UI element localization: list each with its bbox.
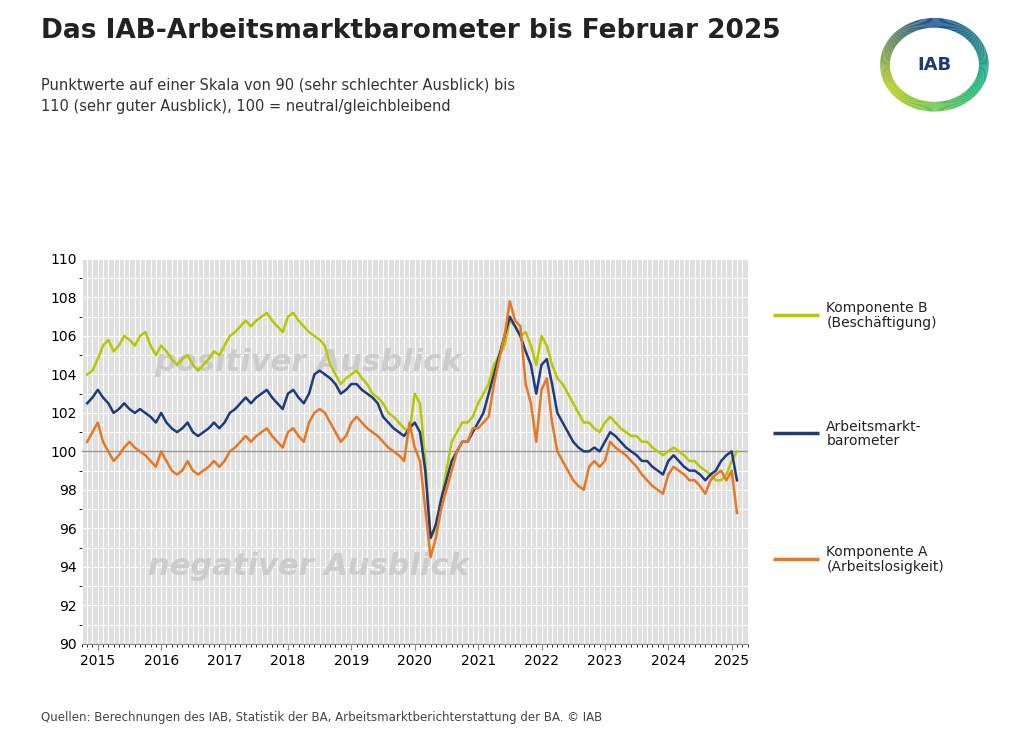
Text: Punktwerte auf einer Skala von 90 (sehr schlechter Ausblick) bis
110 (sehr guter: Punktwerte auf einer Skala von 90 (sehr … bbox=[41, 78, 515, 114]
Text: (Beschäftigung): (Beschäftigung) bbox=[826, 316, 937, 330]
Text: Komponente A: Komponente A bbox=[826, 545, 928, 559]
Circle shape bbox=[899, 35, 970, 95]
Text: IAB: IAB bbox=[918, 56, 951, 74]
Text: barometer: barometer bbox=[826, 434, 900, 448]
Text: Komponente B: Komponente B bbox=[826, 301, 928, 315]
Text: Quellen: Berechnungen des IAB, Statistik der BA, Arbeitsmarktberichterstattung d: Quellen: Berechnungen des IAB, Statistik… bbox=[41, 710, 602, 724]
Text: negativer Ausblick: negativer Ausblick bbox=[147, 552, 469, 582]
Text: Das IAB-Arbeitsmarktbarometer bis Februar 2025: Das IAB-Arbeitsmarktbarometer bis Februa… bbox=[41, 18, 780, 44]
Text: positiver Ausblick: positiver Ausblick bbox=[155, 349, 462, 377]
Text: Arbeitsmarkt-: Arbeitsmarkt- bbox=[826, 420, 922, 434]
Text: (Arbeitslosigkeit): (Arbeitslosigkeit) bbox=[826, 560, 944, 574]
